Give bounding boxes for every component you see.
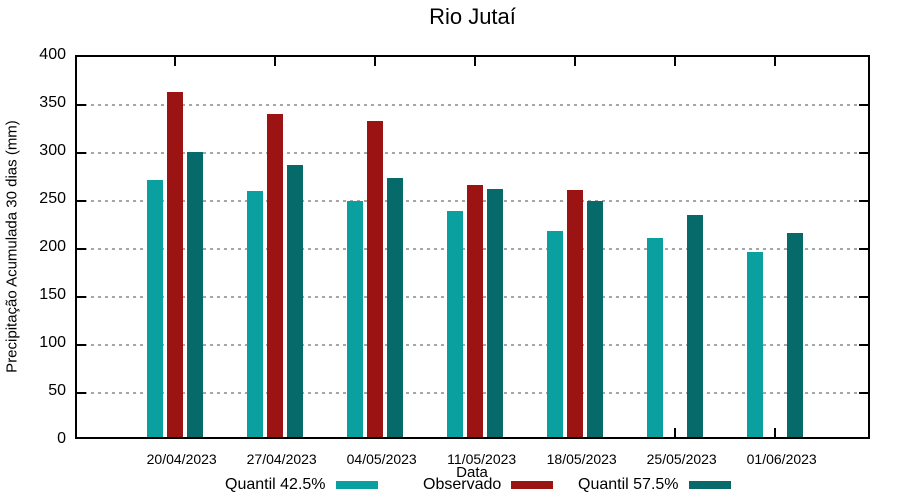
x-tick (773, 57, 776, 66)
x-tick (273, 57, 276, 66)
y-tick-label: 0 (57, 430, 66, 447)
x-tick (373, 57, 376, 66)
y-tick (77, 392, 86, 394)
legend-item: Observado (423, 476, 554, 494)
y-tick-label: 300 (39, 142, 66, 159)
y-tick (859, 200, 868, 202)
bar (186, 151, 203, 437)
y-tick-label: 100 (39, 334, 66, 351)
chart-title: Rio Jutaí (429, 4, 516, 29)
y-tick-label: 150 (39, 286, 66, 303)
y-tick (859, 296, 868, 298)
y-tick-label: 200 (39, 238, 66, 255)
y-tick (859, 344, 868, 346)
x-tick-label: 18/05/2023 (546, 451, 617, 467)
y-tick (859, 392, 868, 394)
legend-label: Quantil 42.5% (225, 476, 326, 493)
bar (386, 177, 403, 437)
x-axis-title: Data (456, 464, 488, 481)
y-tick (77, 200, 86, 202)
bar (746, 251, 763, 437)
legend-swatch (511, 481, 554, 489)
y-tick (77, 248, 86, 250)
x-tick-label: 11/05/2023 (447, 451, 517, 467)
x-tick-label: 04/05/2023 (346, 451, 417, 467)
gridline (77, 104, 868, 106)
x-tick (473, 57, 476, 66)
plot-area (75, 55, 870, 439)
bar (546, 230, 563, 437)
y-tick (77, 152, 86, 154)
y-tick (859, 152, 868, 154)
legend-label: Quantil 57.5% (578, 476, 679, 493)
bar (266, 114, 283, 437)
bar (166, 92, 183, 437)
x-tick (573, 57, 576, 66)
gridline (77, 152, 868, 154)
y-tick (859, 248, 868, 250)
bar (586, 200, 603, 437)
y-tick (77, 104, 86, 106)
bar (346, 200, 363, 437)
y-tick-label: 250 (39, 190, 66, 207)
bar (466, 185, 483, 437)
bar (486, 189, 503, 437)
bar (246, 191, 263, 437)
x-tick (773, 428, 776, 437)
x-tick-label: 01/06/2023 (746, 451, 817, 467)
legend-item: Quantil 42.5% (225, 476, 378, 494)
y-tick-label: 400 (39, 46, 66, 63)
bar (146, 179, 163, 437)
x-tick (673, 428, 676, 437)
y-tick (77, 344, 86, 346)
bar (566, 190, 583, 437)
x-tick-label: 25/05/2023 (646, 451, 717, 467)
y-tick (77, 296, 86, 298)
x-tick (673, 57, 676, 66)
legend: Quantil 42.5% Observado Quantil 57.5% (0, 476, 900, 496)
x-tick-label: 27/04/2023 (246, 451, 317, 467)
legend-label: Observado (423, 476, 502, 493)
legend-swatch (335, 481, 378, 489)
legend-swatch (688, 481, 731, 489)
bar (646, 238, 663, 437)
legend-item: Quantil 57.5% (578, 476, 731, 494)
y-tick-label: 50 (48, 382, 66, 399)
bar (786, 232, 803, 437)
bar (366, 121, 383, 437)
bar (446, 211, 463, 437)
y-tick-label: 350 (39, 94, 66, 111)
x-tick-label: 20/04/2023 (146, 451, 217, 467)
y-tick (859, 104, 868, 106)
bar (286, 165, 303, 437)
bar (686, 215, 703, 437)
x-tick (173, 57, 176, 66)
